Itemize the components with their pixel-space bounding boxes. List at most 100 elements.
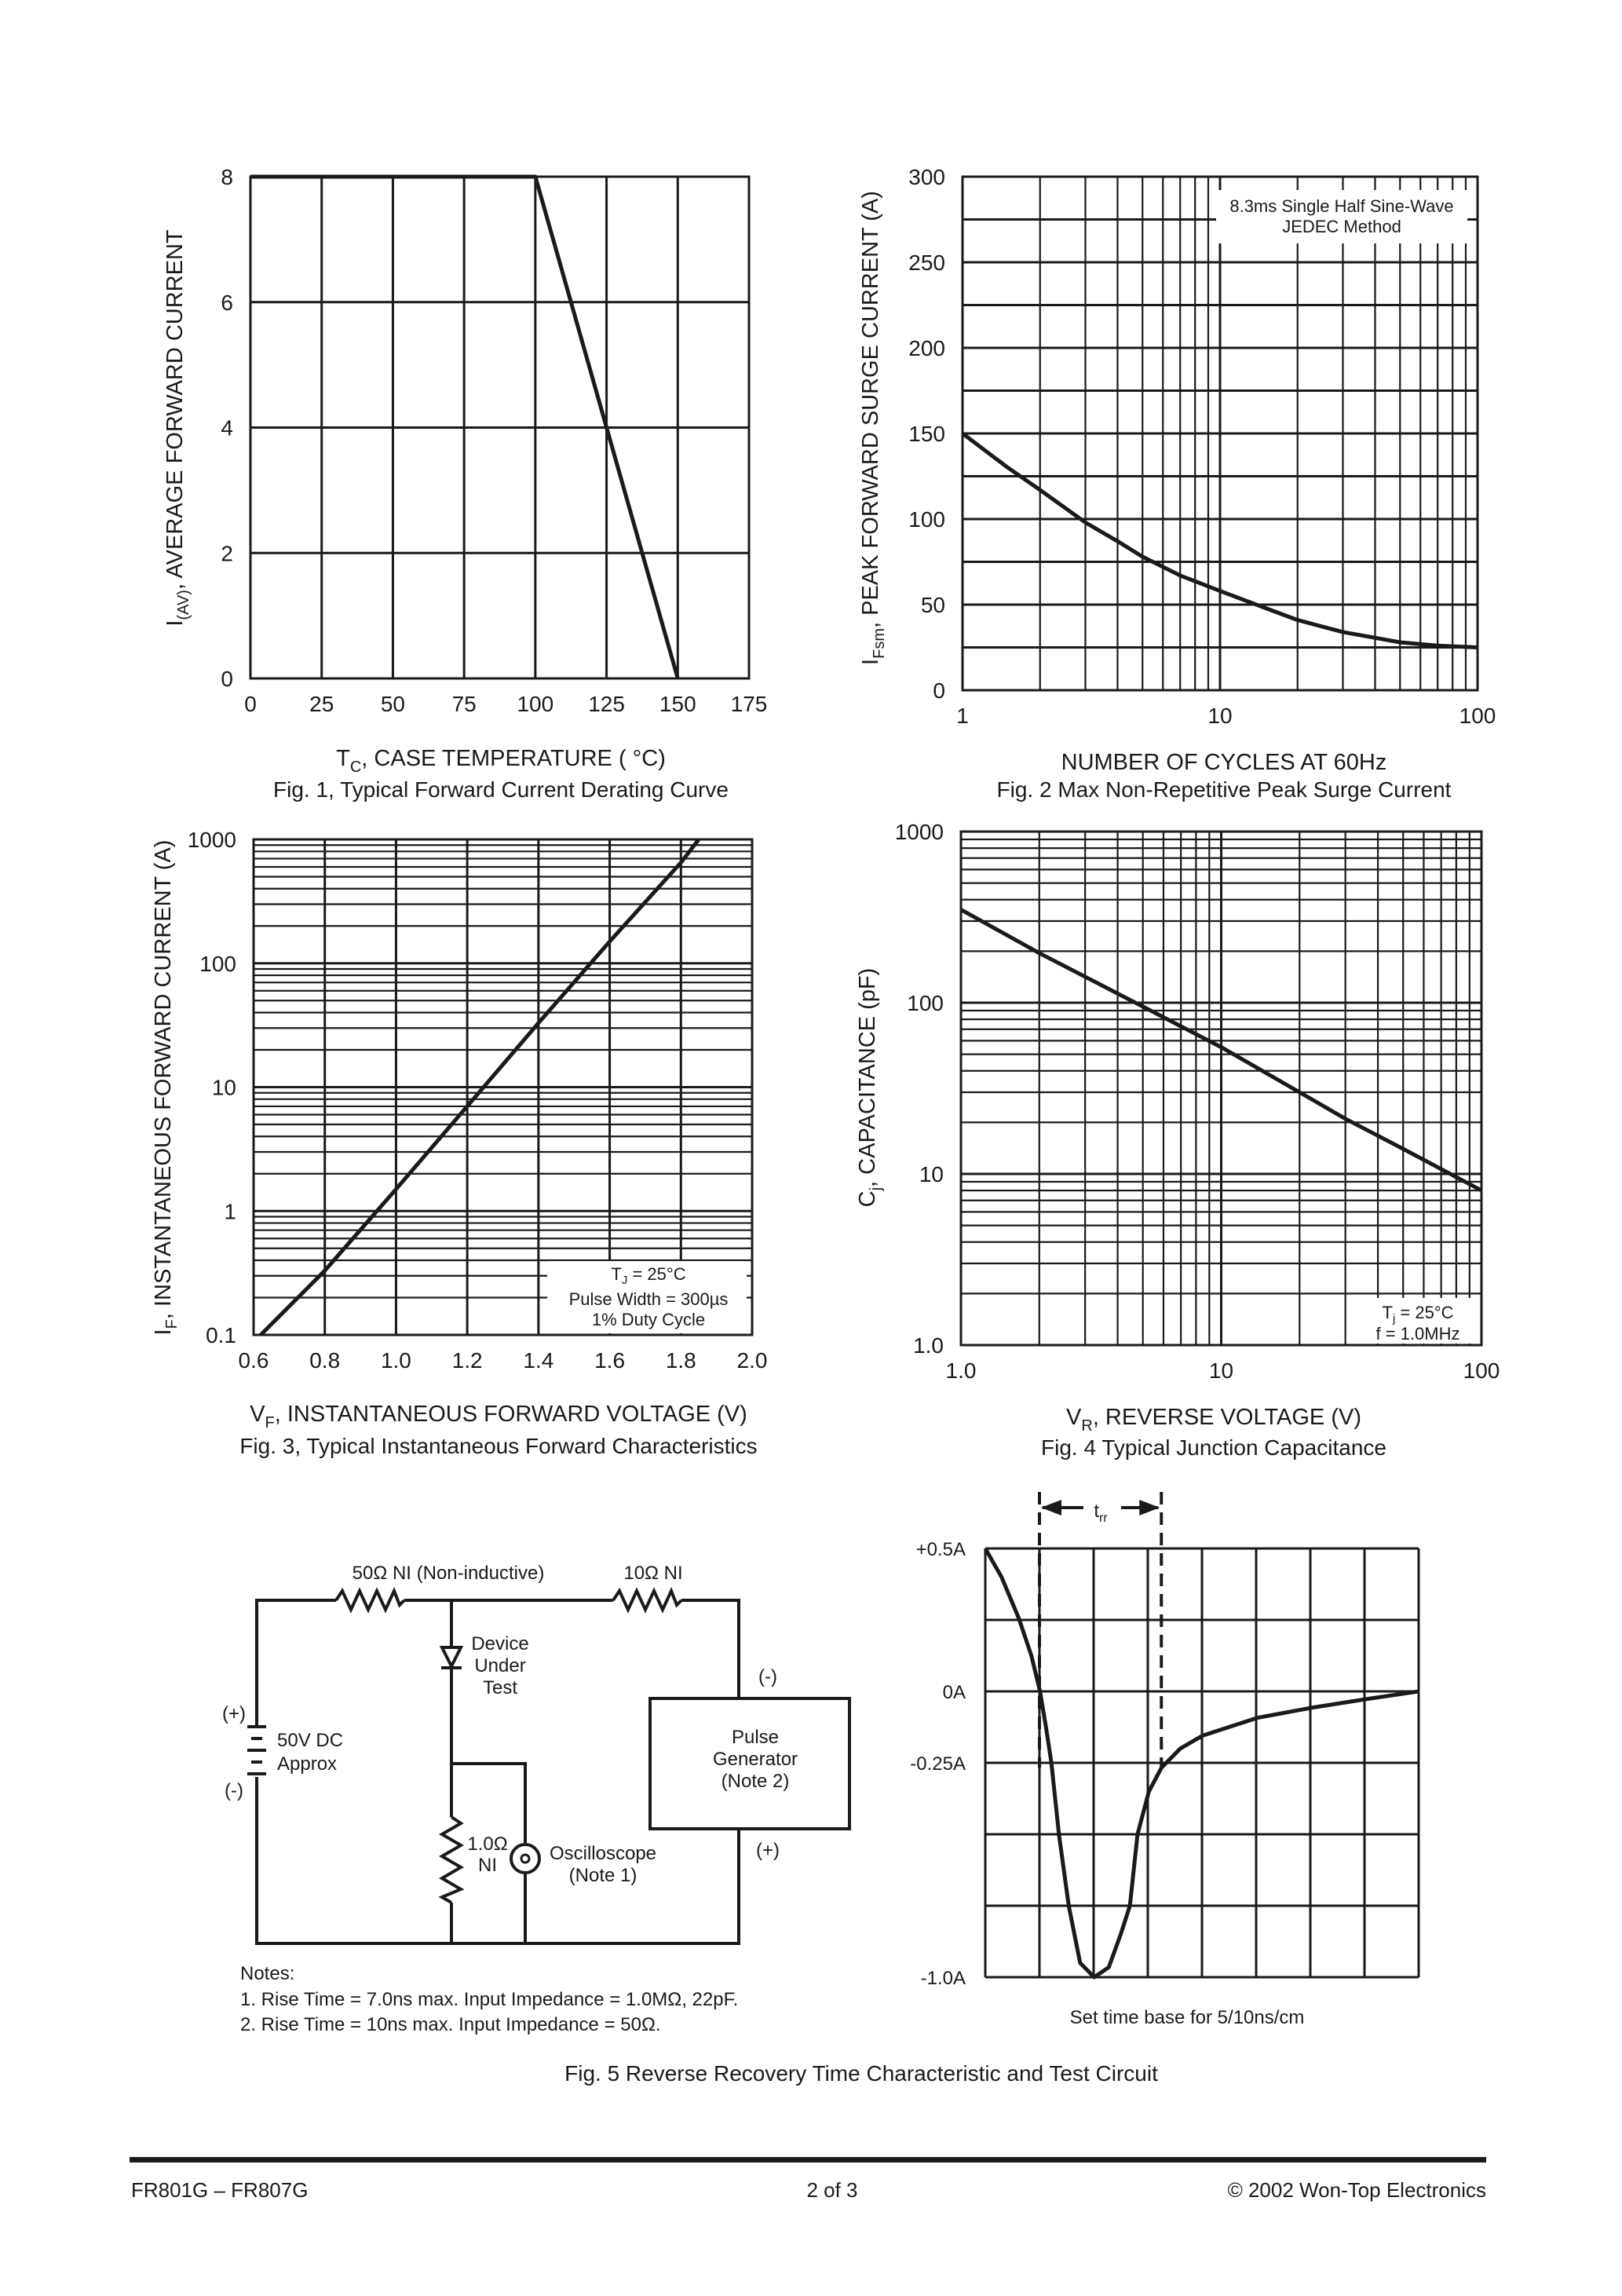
y-tick-label: 10 [212,1076,236,1100]
footer-copyright: © 2002 Won-Top Electronics [1228,2178,1486,2202]
y-tick-label: 100 [907,991,944,1015]
r1-label-line1: 1.0Ω [467,1834,507,1855]
fig4-legend: Tj = 25°C f = 1.0MHz [1364,1298,1472,1344]
y-tick-label: 250 [908,250,945,275]
x-tick-label: 1 [956,704,969,728]
y-tick-label: 8 [221,165,233,189]
y-tick-label: 1000 [895,820,944,844]
dut-label-line1: Device [471,1633,528,1654]
x-tick-label: 1.4 [523,1348,553,1373]
svg-text:Pulse Width = 300µs: Pulse Width = 300µs [569,1289,729,1309]
footer-rule [130,2157,1486,2163]
fig3-legend: TJ = 25°C Pulse Width = 300µs 1% Duty Cy… [547,1261,747,1333]
fig4-y-axis-label: Cj, CAPACITANCE (pF) [855,968,885,1208]
fig4-junction-capacitance-chart: 1.0 10 100 1.0 10 100 1000 [895,820,1500,1383]
data-series-line [259,838,700,1336]
x-tick-label: 10 [1207,704,1232,728]
oscilloscope-connector-icon [510,1843,541,1874]
y-tick-label: 200 [908,336,945,360]
pulse-minus-label: (-) [758,1666,777,1687]
fig5-caption: Fig. 5 Reverse Recovery Time Characteris… [564,2061,1158,2086]
fig1-y-axis-label: I(AV), AVERAGE FORWARD CURRENT [163,229,192,627]
fig4-caption: Fig. 4 Typical Junction Capacitance [1041,1435,1386,1460]
fig1-derating-chart: 0 25 50 75 100 125 150 175 0 2 4 6 8 [221,165,767,716]
x-tick-label: 0.8 [309,1348,340,1373]
x-tick-label: 1.6 [594,1348,625,1373]
x-tick-label: 1.8 [666,1348,696,1373]
svg-text:f = 1.0MHz: f = 1.0MHz [1376,1324,1460,1344]
circuit-wires [255,1599,740,1945]
pulse-gen-label-line3: (Note 2) [721,1771,790,1792]
svg-text:JEDEC Method: JEDEC Method [1282,217,1401,236]
fig1-x-axis-label: TC, CASE TEMPERATURE ( °C) [336,746,666,776]
x-tick-label: 0 [244,692,257,716]
x-tick-label: 2.0 [737,1348,768,1373]
resistor-1-ohm-icon [438,1815,465,1904]
y-tick-label: 100 [199,952,236,976]
y-tick-label: 1000 [188,828,236,852]
y-tick-label: 1 [224,1199,236,1223]
y-tick-label: 0 [933,678,945,703]
x-tick-label: 10 [1209,1358,1233,1383]
fig2-x-axis-label: NUMBER OF CYCLES AT 60Hz [1061,750,1387,775]
diode-icon [439,1646,464,1670]
r50-label: 50Ω NI (Non-inductive) [353,1563,545,1584]
wave-label-0a: 0A [943,1682,966,1703]
fig3-x-axis-label: VF, INSTANTANEOUS FORWARD VOLTAGE (V) [250,1402,747,1431]
battery-icon [247,1725,266,1775]
y-tick-label: 150 [908,422,945,446]
y-tick-label: 100 [908,507,945,532]
y-tick-label: 4 [221,416,233,441]
reverse-recovery-curve [983,1547,1419,1980]
x-tick-label: 100 [517,692,553,716]
footer-part-numbers: FR801G – FR807G [131,2178,308,2202]
svg-text:8.3ms Single Half Sine-Wave: 8.3ms Single Half Sine-Wave [1229,196,1453,216]
wave-label-plus-0.5a: +0.5A [916,1539,966,1560]
wave-label-minus-0.25a: -0.25A [910,1753,966,1775]
fig3-caption: Fig. 3, Typical Instantaneous Forward Ch… [239,1434,757,1458]
fig3-y-axis-label: IF, INSTANTANEOUS FORWARD CURRENT (A) [151,840,181,1336]
footer-page-number: 2 of 3 [806,2178,857,2202]
time-base-note: Set time base for 5/10ns/cm [1070,2007,1305,2028]
y-tick-label: 0.1 [206,1323,236,1347]
pulse-plus-label: (+) [756,1840,780,1861]
x-tick-label: 175 [731,692,768,716]
fig1-caption: Fig. 1, Typical Forward Current Derating… [273,777,729,802]
fig2-legend: 8.3ms Single Half Sine-Wave JEDEC Method [1216,190,1467,243]
data-series-line [250,174,680,679]
data-series-line [961,432,1478,649]
data-series-line [959,908,1483,1193]
trr-label: trr [1094,1501,1108,1525]
r10-label: 10Ω NI [623,1563,682,1584]
pulse-gen-label-line1: Pulse [732,1727,779,1748]
arrowhead-right-icon [1139,1500,1160,1515]
r1-label-line2: NI [478,1855,497,1876]
pulse-generator-box [648,1697,851,1830]
y-tick-label: 300 [908,165,945,189]
resistor-10-ohm-icon [612,1586,683,1614]
scope-label-line2: (Note 1) [569,1865,637,1886]
y-tick-label: 0 [221,667,233,691]
fig2-y-axis-label: IFsm, PEAK FORWARD SURGE CURRENT (A) [858,191,888,665]
pulse-gen-label-line2: Generator [713,1749,798,1770]
svg-text:1% Duty Cycle: 1% Duty Cycle [592,1310,705,1329]
x-tick-label: 25 [309,692,334,716]
note-1: 1. Rise Time = 7.0ns max. Input Impedanc… [240,1989,738,2010]
fig2-caption: Fig. 2 Max Non-Repetitive Peak Surge Cur… [997,777,1452,802]
x-tick-label: 1.0 [946,1358,977,1383]
x-tick-label: 150 [659,692,696,716]
dut-label-line2: Under [474,1655,525,1676]
battery-label-line1: 50V DC [277,1730,343,1751]
battery-label-line2: Approx [277,1753,337,1775]
fig4-x-axis-label: VR, REVERSE VOLTAGE (V) [1066,1405,1361,1435]
y-tick-label: 2 [221,541,233,565]
x-tick-label: 100 [1463,1358,1500,1383]
x-tick-label: 50 [381,692,405,716]
x-tick-label: 100 [1459,704,1496,728]
x-tick-label: 125 [588,692,625,716]
notes-heading: Notes: [240,1963,294,1984]
scope-label-line1: Oscilloscope [550,1843,656,1864]
plot-frame [959,830,1483,1347]
svg-text:Tj = 25°C: Tj = 25°C [1382,1303,1453,1325]
